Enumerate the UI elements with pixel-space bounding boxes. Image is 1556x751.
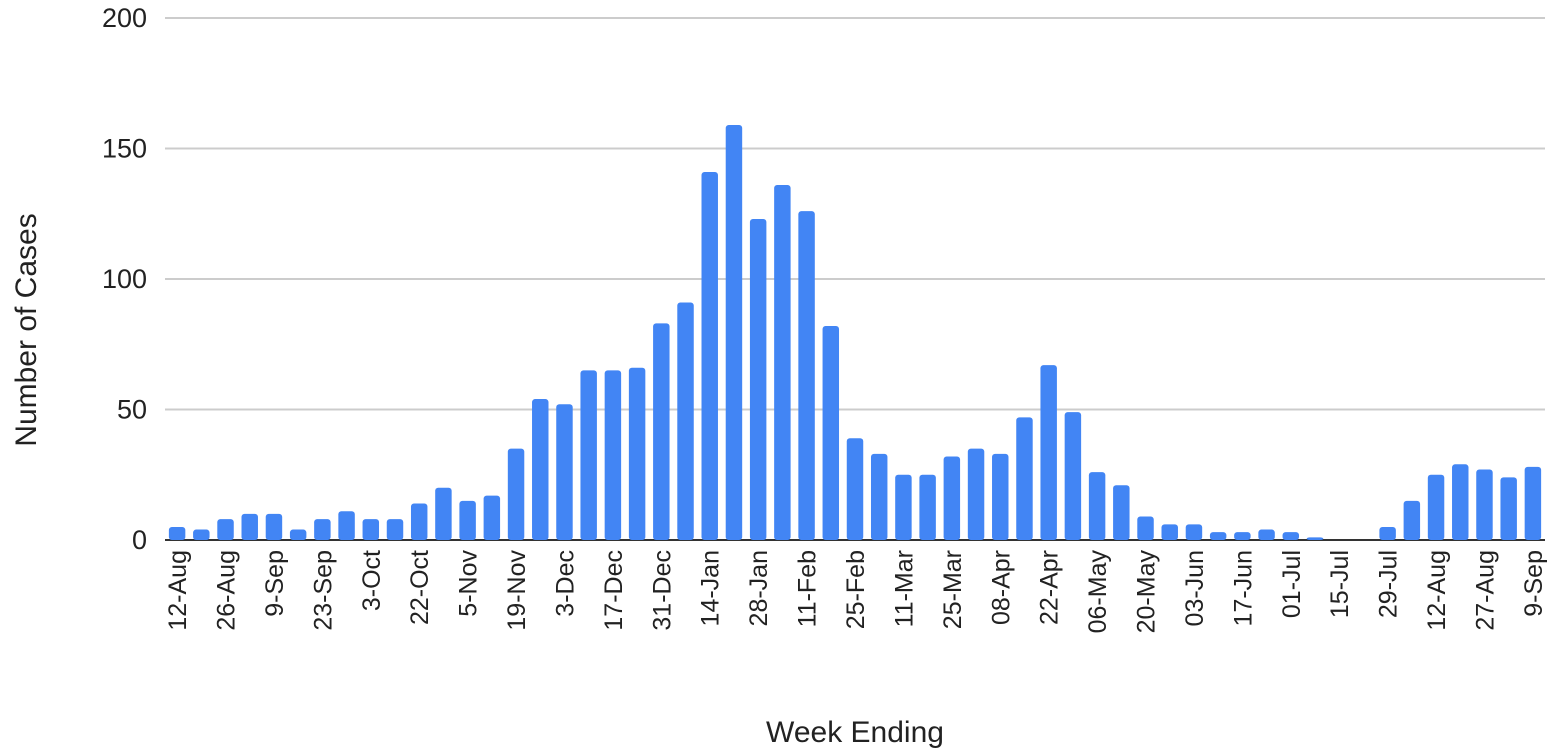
- x-tick-label: 22-Oct: [406, 550, 434, 625]
- x-tick-label: 15-Jul: [1326, 550, 1354, 618]
- bar: [1088, 472, 1106, 540]
- bar: [217, 519, 234, 540]
- x-axis-title: Week Ending: [766, 716, 944, 749]
- bar: [1234, 532, 1251, 540]
- bar: [749, 218, 767, 540]
- x-tick-label: 12-Aug: [1423, 550, 1451, 631]
- bar: [1500, 477, 1517, 540]
- bar: [435, 487, 452, 540]
- bar: [653, 323, 670, 540]
- bar: [774, 185, 791, 541]
- x-tick-label: 31-Dec: [648, 550, 676, 631]
- x-tick-label: 19-Nov: [503, 550, 531, 631]
- bar: [798, 211, 815, 540]
- bar: [967, 448, 985, 540]
- bar: [241, 513, 258, 540]
- x-tick-label: 14-Jan: [697, 550, 725, 626]
- bar: [604, 370, 622, 540]
- bar: [483, 495, 501, 540]
- bar: [895, 474, 912, 540]
- x-tick-label: 3-Dec: [551, 550, 579, 617]
- x-tick-label: 22-Apr: [1036, 550, 1064, 625]
- y-tick-label: 150: [102, 134, 147, 164]
- x-tick-label: 08-Apr: [987, 550, 1015, 625]
- bar: [725, 125, 743, 540]
- bar: [362, 519, 380, 540]
- bar: [1476, 469, 1493, 540]
- x-tick-label: 9-Sep: [261, 550, 289, 617]
- x-tick-label: 27-Aug: [1471, 550, 1499, 631]
- bar: [1137, 516, 1154, 540]
- x-tick-label: 11-Feb: [794, 550, 822, 627]
- x-tick-label: 9-Sep: [1520, 550, 1548, 617]
- bar: [846, 438, 864, 540]
- bar: [1524, 466, 1542, 540]
- bar: [1016, 417, 1033, 540]
- x-tick-label: 29-Jul: [1375, 550, 1403, 618]
- bar: [1040, 365, 1057, 540]
- bar: [1282, 532, 1300, 540]
- bar: [556, 404, 573, 540]
- x-axis-ticks: 12-Aug 26-Aug 9-Sep 23-Sep 3-Oct 22-Oct 5-Nov 1…: [164, 550, 1548, 634]
- bar: [919, 474, 936, 540]
- y-tick-label: 50: [117, 395, 147, 425]
- x-tick-label: 25-Feb: [842, 550, 870, 629]
- bar: [628, 367, 646, 540]
- x-tick-label: 17-Jun: [1229, 550, 1257, 626]
- bar: [677, 302, 694, 540]
- bar: [410, 503, 428, 540]
- x-tick-label: 5-Nov: [455, 550, 483, 617]
- bar: [168, 526, 186, 540]
- bar: [1452, 464, 1469, 540]
- bar: [1306, 537, 1324, 540]
- x-tick-label: 17-Dec: [600, 550, 628, 631]
- y-tick-label: 200: [102, 3, 147, 33]
- bar: [314, 519, 331, 540]
- bar: [943, 456, 961, 540]
- bar: [822, 325, 840, 540]
- x-tick-label: 26-Aug: [213, 550, 241, 631]
- x-tick-label: 20-May: [1133, 550, 1161, 634]
- bar: [193, 529, 210, 540]
- bar: [1427, 474, 1445, 540]
- bar: [338, 511, 355, 540]
- y-tick-label: 100: [102, 264, 147, 294]
- x-tick-label: 06-May: [1084, 550, 1112, 634]
- x-tick-label: 11-Mar: [890, 550, 918, 627]
- y-axis-title: Number of Cases: [10, 213, 43, 446]
- bar: [1209, 532, 1227, 540]
- bar: [701, 171, 718, 541]
- x-tick-label: 23-Sep: [309, 550, 337, 631]
- bar: [870, 453, 888, 540]
- x-tick-label: 3-Oct: [358, 550, 386, 611]
- bar: [1403, 500, 1421, 540]
- bars: [168, 125, 1542, 541]
- bar: [507, 448, 525, 540]
- bar: [532, 399, 549, 540]
- y-axis-ticks: 0 50 100 150 200: [102, 3, 147, 555]
- x-tick-label: 01-Jul: [1278, 550, 1306, 618]
- bar: [1379, 526, 1396, 540]
- bar: [580, 370, 597, 540]
- bar: [992, 453, 1009, 540]
- x-tick-label: 25-Mar: [939, 550, 967, 629]
- bar: [1258, 529, 1275, 540]
- bar: [1113, 485, 1130, 540]
- bar: [265, 513, 283, 540]
- y-tick-label: 0: [132, 525, 147, 555]
- bar: [1064, 412, 1082, 540]
- bar: [1161, 524, 1178, 540]
- x-tick-label: 12-Aug: [164, 550, 192, 631]
- x-tick-label: 28-Jan: [745, 550, 773, 626]
- bar: [386, 519, 404, 540]
- bar: [459, 500, 476, 540]
- bar: [289, 529, 307, 540]
- x-tick-label: 03-Jun: [1181, 550, 1209, 626]
- bar: [1185, 524, 1203, 540]
